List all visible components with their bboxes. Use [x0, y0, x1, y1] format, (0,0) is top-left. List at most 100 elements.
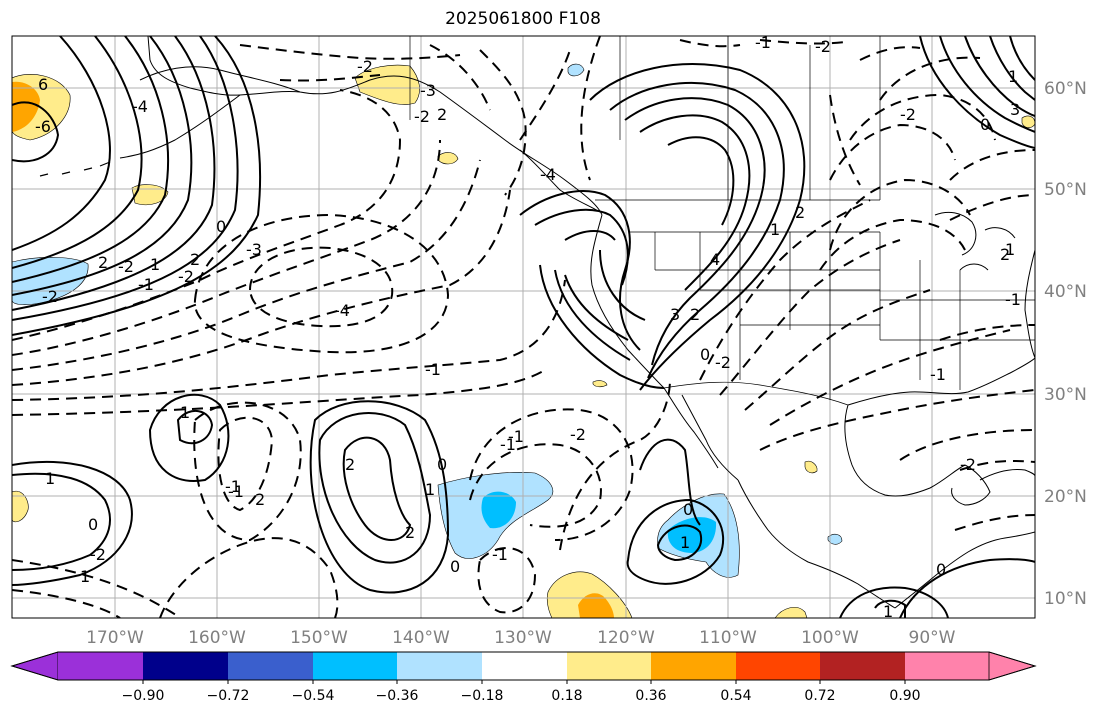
shade-yellow-left-edge: [12, 490, 29, 523]
lon-label: 110°W: [699, 628, 757, 648]
colorbar-outline: [10, 651, 1037, 681]
map-title: 2025061800 F108: [445, 9, 601, 29]
contour-label: 1: [770, 220, 780, 239]
colorbar-bin: [651, 652, 736, 680]
lon-label: 130°W: [494, 628, 552, 648]
contour-labels: 6 -6 -4 2 -2 -1 0 -3 -2 -4 -2 2 -2 -1 -2…: [35, 33, 1021, 618]
contour-label: 1: [1005, 240, 1015, 259]
contour-label: -2: [178, 267, 194, 286]
contour-label: -2: [960, 455, 976, 474]
contour-label: -2: [42, 287, 58, 306]
shade-yellow-small1: [131, 184, 169, 206]
colorbar-bin: [397, 652, 482, 680]
plot-frame: [11, 35, 1036, 619]
contour-label: -1: [225, 477, 241, 496]
lat-label: 10°N: [1044, 589, 1087, 609]
contour-label: -2: [815, 37, 831, 56]
contour-label: 1: [150, 255, 160, 274]
aleutians: [39, 161, 111, 177]
colorbar-bin: [228, 652, 313, 680]
contour-label: -2: [414, 107, 430, 126]
shade-cyan-center: [481, 491, 516, 529]
shade-orange-topleft: [12, 81, 40, 132]
colorbar-tick: 0.18: [551, 688, 582, 704]
gridlines: [12, 36, 1035, 618]
contour-label: -1: [228, 482, 244, 501]
lat-label: 20°N: [1044, 487, 1087, 507]
contour-label: 2: [1000, 245, 1010, 264]
great-lakes: [934, 211, 1016, 271]
contour-label: 0: [437, 455, 447, 474]
contour-label: -4: [334, 301, 350, 320]
contour-label: -3: [246, 240, 262, 259]
alaska-coast: [139, 66, 603, 216]
contour-label: 0: [216, 217, 226, 236]
contour-label: 0: [936, 560, 946, 579]
contour-label: 3: [1010, 100, 1020, 119]
shade-yellow-small3: [804, 460, 818, 474]
mexico-gulf-coast: [844, 404, 966, 497]
contour-label: 2: [795, 203, 805, 222]
colorbar: −0.90 −0.72 −0.54 −0.36 −0.18 0.18 0.36 …: [10, 651, 1037, 704]
baja: [663, 387, 739, 481]
lat-label: 50°N: [1044, 180, 1087, 200]
contour-label: 0: [683, 500, 693, 519]
borders: [409, 36, 1035, 406]
colorbar-bin: [313, 652, 397, 680]
contour-label: -1: [1005, 290, 1021, 309]
contour-label: 3: [670, 305, 680, 324]
contour-label: -1: [755, 33, 771, 52]
contour-label: 2: [190, 250, 200, 269]
contour-label: 2: [98, 253, 108, 272]
contour-label: 1: [425, 480, 435, 499]
contour-label: 2: [690, 305, 700, 324]
lon-label: 170°W: [86, 628, 144, 648]
contour-label: -2: [570, 425, 586, 444]
contour-label: 1: [80, 567, 90, 586]
colorbar-bin: [143, 652, 228, 680]
latitude-labels: 60°N 50°N 40°N 30°N 20°N 10°N: [1044, 79, 1087, 609]
colorbar-tick: −0.72: [207, 688, 250, 704]
colorbar-tick: −0.18: [461, 688, 504, 704]
colorbar-tick: −0.54: [292, 688, 335, 704]
lat-label: 40°N: [1044, 282, 1087, 302]
contour-label: -2: [118, 257, 134, 276]
contour-label: 1: [180, 403, 190, 422]
contour-label: 6: [38, 75, 48, 94]
contour-label: 0: [88, 515, 98, 534]
contour-label: 2: [437, 105, 447, 124]
alaska-mainland: [147, 36, 301, 96]
lon-label: 140°W: [392, 628, 450, 648]
lon-label: 120°W: [597, 628, 655, 648]
contour-label: -1: [508, 427, 524, 446]
gulf-coast: [847, 357, 1035, 406]
us-west-coast: [590, 214, 665, 389]
shaded-anomalies: [12, 63, 1035, 618]
contour-label: -1: [492, 545, 508, 564]
contour-label: -1: [500, 435, 516, 454]
longitude-labels: 170°W 160°W 150°W 140°W 130°W 120°W 110°…: [86, 628, 956, 648]
lon-label: 150°W: [290, 628, 348, 648]
colorbar-extend-left: [10, 651, 59, 681]
contour-label: -2: [357, 57, 373, 76]
contour-label: -1: [425, 360, 441, 379]
contour-label: -2: [90, 545, 106, 564]
contour-label: -3: [420, 81, 436, 100]
contour-label: -2: [900, 105, 916, 124]
alaska-peninsula: [119, 94, 241, 159]
cuba: [979, 469, 1035, 481]
contour-lines: [12, 36, 1035, 618]
contour-label: 2: [345, 455, 355, 474]
contour-label: 0: [980, 115, 990, 134]
colorbar-tick: 0.54: [720, 688, 751, 704]
contour-label: 1: [680, 533, 690, 552]
colorbar-tick: −0.36: [376, 688, 419, 704]
bc-coast: [519, 149, 601, 213]
colorbar-tick: 0.36: [635, 688, 666, 704]
central-america: [894, 531, 1035, 609]
lon-label: 90°W: [909, 628, 956, 648]
colorbar-bin: [736, 652, 820, 680]
colorbar-bin: [482, 652, 567, 680]
colorbar-tick: −0.90: [122, 688, 165, 704]
